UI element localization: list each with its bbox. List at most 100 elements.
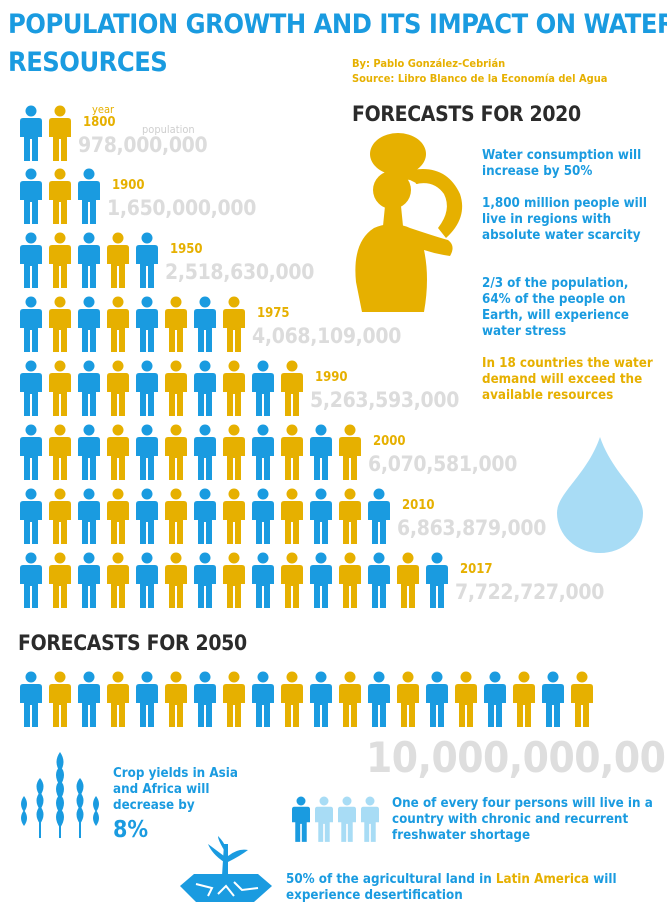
person-icon [513, 671, 535, 727]
latin-america-text: 50% of the agricultural land in Latin Am… [286, 872, 666, 904]
person-icon [281, 671, 303, 727]
person-icon [165, 552, 187, 608]
water-drop-icon [557, 437, 643, 553]
forecast-2020-heading: FORECASTS FOR 2020 [352, 102, 581, 126]
timeline-year: 1950 [170, 242, 203, 257]
forecast-2020-item: Water consumption will increase by 50% [482, 148, 642, 179]
person-icon [252, 360, 274, 416]
person-icon [78, 296, 100, 352]
woman-carrying-water-icon [355, 133, 463, 312]
person-icon [339, 424, 361, 480]
forecast-2050-heading: FORECASTS FOR 2050 [18, 631, 247, 655]
person-icon [78, 232, 100, 288]
person-icon [107, 360, 129, 416]
person-icon [136, 671, 158, 727]
person-icon [78, 360, 100, 416]
person-icon [107, 552, 129, 608]
population-label: population [142, 123, 195, 136]
person-icon [571, 671, 593, 727]
timeline-year: 1990 [315, 370, 348, 385]
person-icon [165, 360, 187, 416]
title-line-1: POPULATION GROWTH AND ITS IMPACT ON WATE… [8, 9, 667, 40]
person-icon [426, 552, 448, 608]
person-icon [107, 296, 129, 352]
person-icon [223, 488, 245, 544]
person-icon [20, 671, 42, 727]
person-icon [194, 424, 216, 480]
person-icon [49, 488, 71, 544]
person-icon [20, 360, 42, 416]
person-icon [223, 296, 245, 352]
crop-yield-text: Crop yields in Asia and Africa will decr… [113, 766, 238, 813]
person-icon [20, 424, 42, 480]
person-icon [252, 424, 274, 480]
title-line-2: RESOURCES [8, 47, 168, 78]
person-icon [339, 488, 361, 544]
person-icon [281, 488, 303, 544]
person-icon [310, 671, 332, 727]
timeline-population: 1,650,000,000 [107, 196, 257, 220]
timeline-population: 6,070,581,000 [368, 452, 518, 476]
person-icon [310, 424, 332, 480]
person-icon [339, 552, 361, 608]
person-icon [338, 796, 356, 846]
person-icon [78, 552, 100, 608]
person-icon [281, 424, 303, 480]
person-icon [194, 552, 216, 608]
person-icon [20, 105, 42, 161]
person-icon [368, 488, 390, 544]
desertification-icon [180, 836, 272, 902]
person-icon [49, 424, 71, 480]
timeline-population: 6,863,879,000 [397, 516, 547, 540]
person-icon [368, 671, 390, 727]
person-icon [78, 671, 100, 727]
timeline-population: 4,068,109,000 [252, 324, 402, 348]
person-icon [20, 296, 42, 352]
person-icon [136, 552, 158, 608]
person-icon [455, 671, 477, 727]
person-icon [136, 424, 158, 480]
person-icon [165, 296, 187, 352]
person-icon [281, 552, 303, 608]
latam-text-before: 50% of the agricultural land in [286, 872, 496, 887]
person-icon [78, 488, 100, 544]
person-icon [20, 232, 42, 288]
person-icon [339, 671, 361, 727]
latam-text-after: will experience desertification [286, 872, 617, 903]
person-icon [361, 796, 379, 846]
person-icon [194, 360, 216, 416]
source-credit: Source: Libro Blanco de la Economía del … [352, 72, 608, 85]
person-icon [49, 671, 71, 727]
person-icon [78, 424, 100, 480]
person-icon [315, 796, 333, 846]
forecast-2020-item: 2/3 of the population, 64% of the people… [482, 276, 629, 339]
person-icon [136, 296, 158, 352]
latam-text-highlight: Latin America [495, 872, 590, 887]
person-icon [397, 552, 419, 608]
timeline-year: 2017 [460, 562, 493, 577]
person-icon [107, 232, 129, 288]
person-icon [49, 296, 71, 352]
person-icon [281, 360, 303, 416]
person-icon [107, 488, 129, 544]
timeline-year: 2000 [373, 434, 406, 449]
timeline-year: 2010 [402, 498, 435, 513]
person-icon [252, 488, 274, 544]
person-icon [49, 232, 71, 288]
person-icon [136, 488, 158, 544]
person-icon [78, 168, 100, 224]
forecast-2020-item: 1,800 million people will live in region… [482, 196, 647, 243]
page-title: POPULATION GROWTH AND ITS IMPACT ON WATE… [8, 6, 667, 82]
person-icon [107, 671, 129, 727]
person-icon [20, 552, 42, 608]
person-icon [223, 671, 245, 727]
person-icon [194, 296, 216, 352]
person-icon [292, 796, 310, 846]
person-icon [107, 424, 129, 480]
person-icon [252, 552, 274, 608]
person-icon [542, 671, 564, 727]
person-icon [20, 488, 42, 544]
timeline-population: 2,518,630,000 [165, 260, 315, 284]
person-icon [49, 168, 71, 224]
person-icon [136, 232, 158, 288]
